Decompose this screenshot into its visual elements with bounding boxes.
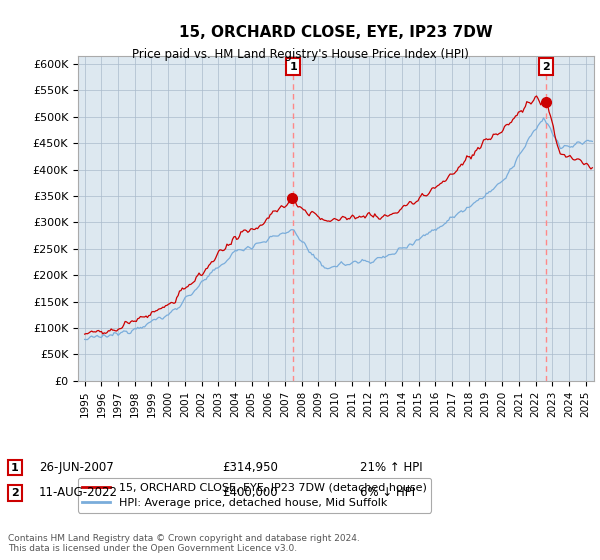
Text: 2: 2	[11, 488, 19, 498]
Text: 1: 1	[11, 463, 19, 473]
Text: £400,000: £400,000	[222, 486, 278, 500]
Text: 6% ↓ HPI: 6% ↓ HPI	[360, 486, 415, 500]
Text: £314,950: £314,950	[222, 461, 278, 474]
Text: 2: 2	[542, 62, 550, 72]
Text: 21% ↑ HPI: 21% ↑ HPI	[360, 461, 422, 474]
Text: Price paid vs. HM Land Registry's House Price Index (HPI): Price paid vs. HM Land Registry's House …	[131, 48, 469, 60]
Text: 26-JUN-2007: 26-JUN-2007	[39, 461, 114, 474]
Legend: 15, ORCHARD CLOSE, EYE, IP23 7DW (detached house), HPI: Average price, detached : 15, ORCHARD CLOSE, EYE, IP23 7DW (detach…	[78, 478, 431, 513]
Title: 15, ORCHARD CLOSE, EYE, IP23 7DW: 15, ORCHARD CLOSE, EYE, IP23 7DW	[179, 25, 493, 40]
Text: 1: 1	[289, 62, 297, 72]
Text: 11-AUG-2022: 11-AUG-2022	[39, 486, 118, 500]
Text: Contains HM Land Registry data © Crown copyright and database right 2024.
This d: Contains HM Land Registry data © Crown c…	[8, 534, 359, 553]
